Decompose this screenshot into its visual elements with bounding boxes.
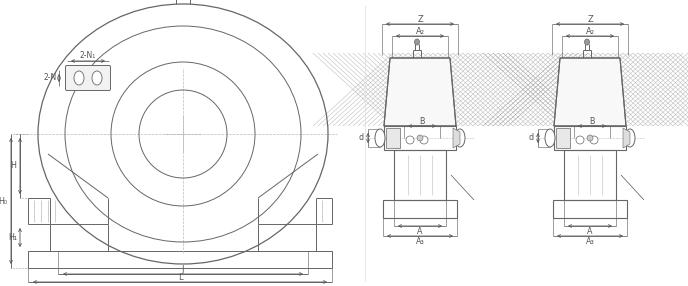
- Text: Z: Z: [587, 15, 593, 23]
- Ellipse shape: [585, 39, 590, 45]
- Ellipse shape: [455, 129, 465, 147]
- Polygon shape: [623, 128, 630, 148]
- Text: A₃: A₃: [585, 237, 594, 245]
- Text: H: H: [10, 162, 16, 170]
- Circle shape: [576, 136, 584, 144]
- Polygon shape: [554, 58, 626, 126]
- Polygon shape: [453, 128, 460, 148]
- Bar: [564, 150, 616, 200]
- Circle shape: [406, 136, 414, 144]
- Ellipse shape: [92, 71, 102, 85]
- Circle shape: [590, 136, 598, 144]
- Text: A: A: [588, 227, 593, 235]
- Circle shape: [587, 135, 593, 141]
- Text: d: d: [358, 134, 363, 142]
- Text: A₂: A₂: [416, 27, 424, 35]
- Text: A₂: A₂: [585, 27, 594, 35]
- Text: B: B: [589, 116, 594, 126]
- Text: Z: Z: [417, 15, 423, 23]
- Ellipse shape: [625, 129, 635, 147]
- Text: L: L: [178, 273, 182, 281]
- Text: d: d: [528, 134, 534, 142]
- Bar: [554, 126, 626, 150]
- Text: 2-N₁: 2-N₁: [80, 51, 96, 61]
- Text: B: B: [419, 116, 424, 126]
- Text: H₀: H₀: [0, 196, 8, 206]
- Text: A: A: [417, 227, 422, 235]
- Ellipse shape: [545, 129, 555, 147]
- Ellipse shape: [375, 129, 385, 147]
- Text: A₃: A₃: [416, 237, 424, 245]
- Text: H₁: H₁: [8, 233, 18, 242]
- Bar: [556, 128, 570, 148]
- Ellipse shape: [74, 71, 84, 85]
- Circle shape: [417, 135, 423, 141]
- Circle shape: [420, 136, 428, 144]
- FancyBboxPatch shape: [65, 65, 111, 90]
- Bar: [383, 200, 457, 218]
- Polygon shape: [384, 58, 456, 126]
- Polygon shape: [554, 58, 626, 126]
- Bar: [384, 126, 456, 150]
- Bar: [394, 150, 446, 200]
- Text: 2-N: 2-N: [43, 74, 56, 82]
- Bar: [553, 200, 627, 218]
- Bar: [386, 128, 400, 148]
- Polygon shape: [384, 58, 456, 126]
- Ellipse shape: [414, 39, 420, 45]
- Text: J: J: [182, 265, 184, 273]
